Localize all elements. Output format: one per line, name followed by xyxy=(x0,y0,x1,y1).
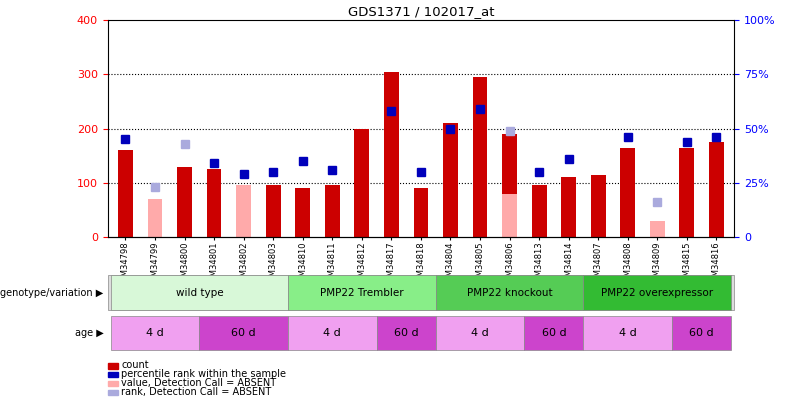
Bar xyxy=(502,134,517,237)
Text: 4 d: 4 d xyxy=(146,328,164,338)
Bar xyxy=(443,123,458,237)
Bar xyxy=(709,142,724,237)
Text: 60 d: 60 d xyxy=(542,328,567,338)
Bar xyxy=(413,188,429,237)
Text: 60 d: 60 d xyxy=(689,328,714,338)
Bar xyxy=(679,147,694,237)
Text: rank, Detection Call = ABSENT: rank, Detection Call = ABSENT xyxy=(121,387,271,397)
Bar xyxy=(177,166,192,237)
Bar xyxy=(325,185,340,237)
Text: 60 d: 60 d xyxy=(231,328,256,338)
Bar xyxy=(266,185,281,237)
Bar xyxy=(354,129,369,237)
Bar xyxy=(561,177,576,237)
Text: 4 d: 4 d xyxy=(471,328,489,338)
Bar xyxy=(384,72,399,237)
Text: percentile rank within the sample: percentile rank within the sample xyxy=(121,369,286,379)
Bar xyxy=(236,188,251,237)
Text: value, Detection Call = ABSENT: value, Detection Call = ABSENT xyxy=(121,378,276,388)
Text: genotype/variation ▶: genotype/variation ▶ xyxy=(1,288,104,298)
Bar xyxy=(207,169,222,237)
Bar xyxy=(531,185,547,237)
Bar xyxy=(236,185,251,237)
Title: GDS1371 / 102017_at: GDS1371 / 102017_at xyxy=(348,5,494,18)
Text: PMP22 overexpressor: PMP22 overexpressor xyxy=(601,288,713,298)
Bar xyxy=(472,77,488,237)
Text: wild type: wild type xyxy=(176,288,223,298)
Text: PMP22 Trembler: PMP22 Trembler xyxy=(320,288,404,298)
Bar xyxy=(650,221,665,237)
Text: 60 d: 60 d xyxy=(394,328,418,338)
Bar xyxy=(295,188,310,237)
Text: PMP22 knockout: PMP22 knockout xyxy=(467,288,552,298)
Bar xyxy=(620,147,635,237)
Text: count: count xyxy=(121,360,149,370)
Text: 4 d: 4 d xyxy=(323,328,342,338)
Text: age ▶: age ▶ xyxy=(75,328,104,338)
Bar xyxy=(502,194,517,237)
Bar xyxy=(591,175,606,237)
Text: 4 d: 4 d xyxy=(619,328,637,338)
Bar xyxy=(148,199,163,237)
Bar xyxy=(118,150,132,237)
